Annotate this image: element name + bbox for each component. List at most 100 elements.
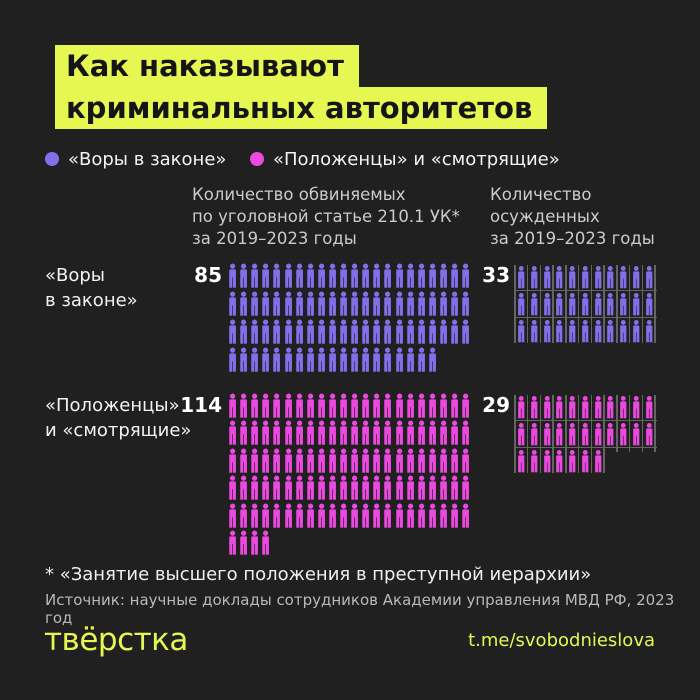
prison-bar-vertical [654,395,656,452]
person-icon [272,503,281,529]
person-icon [450,475,459,501]
person-icon [450,291,459,317]
person-icon [517,292,526,317]
person-icon [395,291,404,317]
prison-bar-vertical [552,265,554,343]
person-icon [417,347,426,373]
person-icon [619,292,628,317]
person-icon [632,422,641,447]
person-icon [428,291,437,317]
person-icon [295,393,304,419]
person-icon [372,263,381,289]
person-icon [632,395,641,420]
person-icon [606,395,615,420]
person-icon [645,292,654,317]
person-icon [361,475,370,501]
prison-bar-vertical [526,395,529,473]
person-icon [361,393,370,419]
person-icon [284,291,293,317]
person-icon [284,475,293,501]
legend-label: «Воры в законе» [68,148,227,170]
person-icon [250,393,259,419]
person-icon [555,395,564,420]
person-icon [383,448,392,474]
person-icon [406,503,415,529]
person-icon [306,319,315,345]
person-icon [284,319,293,345]
legend-dot-pink-icon [250,152,264,166]
prison-bar-vertical [641,265,644,343]
person-icon [272,448,281,474]
person-icon [328,475,337,501]
person-icon [228,347,237,373]
person-icon [295,263,304,289]
person-icon [406,291,415,317]
person-icon [543,395,552,420]
person-icon [543,319,552,344]
prison-bar-vertical [590,395,593,473]
person-icon [261,319,270,345]
person-icon [261,263,270,289]
person-icon [317,503,326,529]
person-icon [284,420,293,446]
prison-bar-vertical [565,265,567,343]
person-icon [395,347,404,373]
person-icon [581,395,590,420]
person-icon [581,449,590,474]
person-icon [328,263,337,289]
column-header-accused: Количество обвиняемых по уголовной стать… [192,184,460,250]
person-icon [461,503,470,529]
prison-bar-vertical [628,265,631,343]
person-icon [306,393,315,419]
person-icon [339,291,348,317]
person-icon [317,319,326,345]
person-icon [439,393,448,419]
person-icon [372,448,381,474]
person-icon [461,393,470,419]
person-icon [317,291,326,317]
prison-bar-vertical [539,265,542,343]
row-label-line: «Воры [45,265,106,286]
prison-bar-horizontal [514,446,658,449]
column-header-convicted: Количество осужденных за 2019–2023 годы [490,184,655,250]
person-icon [317,263,326,289]
person-icon [339,503,348,529]
prison-bar-vertical [628,395,631,452]
person-icon [272,475,281,501]
person-icon [361,291,370,317]
person-icon [530,422,539,447]
person-icon [645,265,654,290]
person-icon [450,503,459,529]
person-icon [317,475,326,501]
person-icon [439,263,448,289]
person-icon [594,292,603,317]
person-icon [383,263,392,289]
telegram-link[interactable]: t.me/svobodnieslova [468,630,655,651]
legend-item-polozhency: «Положенцы» и «смотрящие» [250,148,560,170]
prison-bar-vertical [654,265,656,343]
person-icon [428,347,437,373]
prison-bar-horizontal [514,289,658,292]
person-icon [228,530,237,556]
prison-bar-vertical [514,395,516,473]
column-header-line: за 2019–2023 годы [490,229,655,248]
person-icon [606,319,615,344]
person-icon [228,291,237,317]
prison-bar-vertical [641,395,644,452]
row-label-line: в законе» [45,290,138,311]
person-icon [581,319,590,344]
person-icon [619,395,628,420]
person-icon [239,347,248,373]
person-icon [417,420,426,446]
person-icon [328,291,337,317]
prison-bar-vertical [526,265,529,343]
person-icon [250,448,259,474]
person-icon [439,420,448,446]
person-icon [261,393,270,419]
pictogram-vory-accused [228,263,472,373]
pictogram-vory-convicted [514,265,658,344]
person-icon [417,319,426,345]
person-icon [530,449,539,474]
person-icon [530,292,539,317]
person-icon [228,263,237,289]
